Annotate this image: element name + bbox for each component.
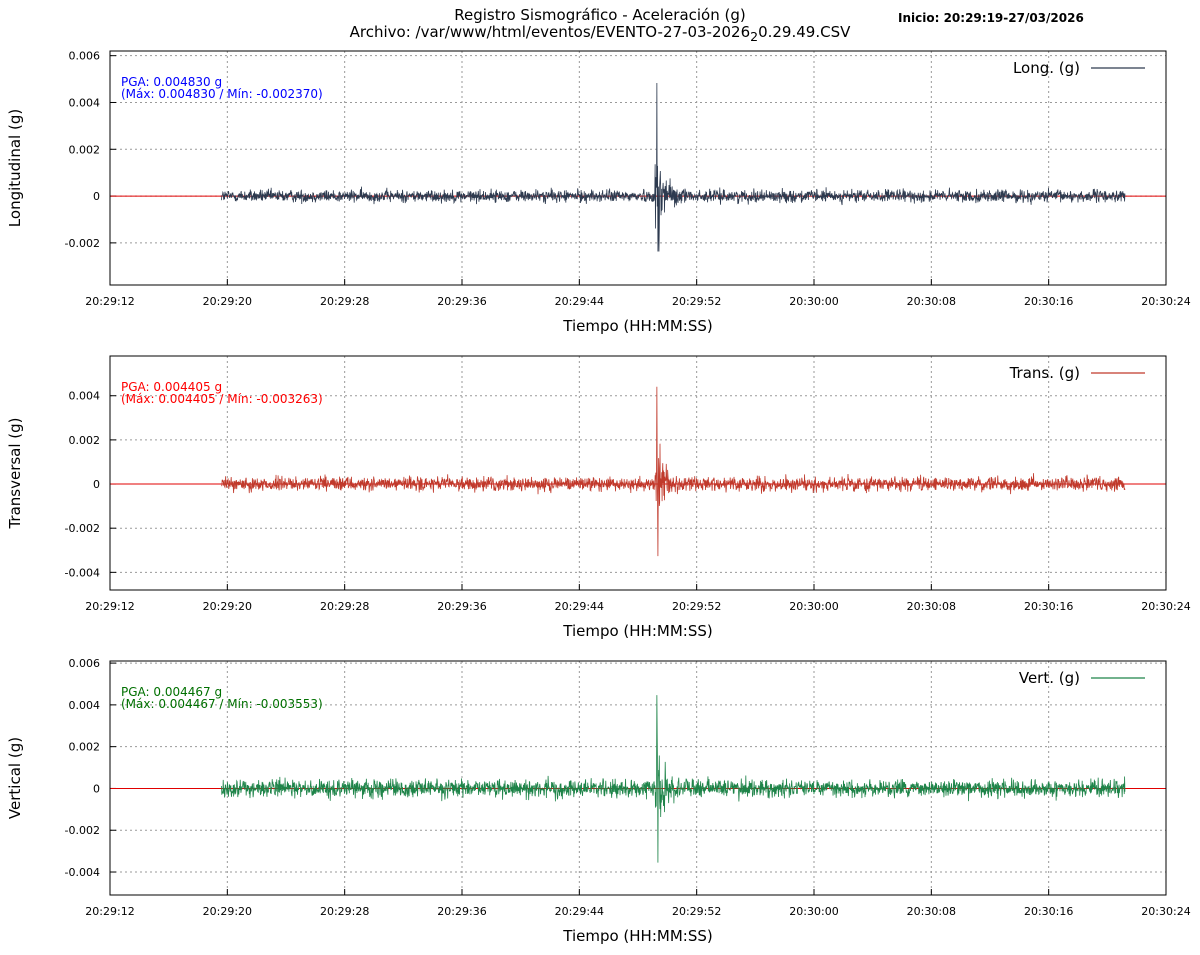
y-tick-label: -0.002 (65, 237, 100, 250)
pga-annotation: PGA: 0.004405 g (121, 380, 222, 394)
waveform-trace (221, 386, 1126, 557)
plot-frame (109, 355, 1167, 591)
waveform-trace (221, 83, 1126, 252)
x-tick-label: 20:29:44 (555, 295, 604, 308)
range-annotation: (Máx: 0.004467 / Mín: -0.003553) (121, 697, 323, 711)
x-tick-label: 20:29:20 (203, 905, 252, 918)
y-tick-label: 0.006 (69, 50, 101, 63)
legend-label: Long. (g) (1013, 59, 1080, 77)
x-tick-label: 20:29:20 (203, 295, 252, 308)
x-tick-label: 20:30:00 (789, 295, 838, 308)
y-tick-label: 0.004 (69, 96, 101, 109)
x-tick-label: 20:30:08 (907, 295, 956, 308)
file-path-title: Archivo: /var/www/html/eventos/EVENTO-27… (349, 23, 851, 44)
pga-annotation: PGA: 0.004830 g (121, 75, 222, 89)
y-axis-label: Longitudinal (g) (6, 109, 24, 227)
y-tick-label: -0.004 (65, 866, 100, 879)
pga-annotation: PGA: 0.004467 g (121, 685, 222, 699)
x-axis-label: Tiempo (HH:MM:SS) (562, 317, 712, 335)
x-tick-label: 20:29:52 (672, 295, 721, 308)
legend-label: Vert. (g) (1019, 669, 1080, 687)
y-tick-label: 0 (93, 478, 100, 491)
x-tick-label: 20:29:12 (85, 295, 134, 308)
legend-label: Trans. (g) (1009, 364, 1080, 382)
y-tick-label: 0.002 (69, 741, 101, 754)
x-tick-label: 20:29:36 (437, 295, 486, 308)
y-tick-label: 0.004 (69, 390, 101, 403)
x-tick-label: 20:29:28 (320, 905, 369, 918)
range-annotation: (Máx: 0.004405 / Mín: -0.003263) (121, 392, 323, 406)
x-tick-label: 20:29:52 (672, 600, 721, 613)
y-tick-label: 0.002 (69, 434, 101, 447)
x-tick-label: 20:30:24 (1141, 295, 1190, 308)
x-tick-label: 20:29:28 (320, 600, 369, 613)
x-tick-label: 20:30:16 (1024, 600, 1073, 613)
range-annotation: (Máx: 0.004830 / Mín: -0.002370) (121, 87, 323, 101)
x-tick-label: 20:29:12 (85, 905, 134, 918)
x-tick-label: 20:30:16 (1024, 295, 1073, 308)
y-tick-label: -0.002 (65, 824, 100, 837)
x-tick-label: 20:29:44 (555, 905, 604, 918)
waveform-trace (221, 695, 1126, 863)
vertical-chart: 0.006 0.004 0.002 0 -0.002 -0.004 20:29:12 20:2… (6, 657, 1191, 945)
x-tick-label: 20:30:16 (1024, 905, 1073, 918)
x-tick-label: 20:29:36 (437, 905, 486, 918)
y-tick-label: -0.002 (65, 522, 100, 535)
y-tick-label: 0.006 (69, 657, 101, 670)
x-tick-label: 20:30:00 (789, 905, 838, 918)
longitudinal-chart: 0.006 0.004 0.002 0 -0.002 20:29:12 20:29:20 20… (6, 50, 1191, 335)
chart-title: Registro Sismográfico - Aceleración (g) (454, 6, 746, 24)
x-tick-label: 20:30:08 (907, 905, 956, 918)
x-tick-label: 20:30:24 (1141, 600, 1190, 613)
x-tick-label: 20:30:00 (789, 600, 838, 613)
x-tick-label: 20:30:08 (907, 600, 956, 613)
x-tick-label: 20:29:28 (320, 295, 369, 308)
file-path-subscript: 2 (750, 29, 759, 44)
y-tick-label: 0 (93, 782, 100, 795)
y-axis-label: Vertical (g) (6, 737, 24, 819)
transversal-chart: 0.004 0.002 0 -0.002 -0.004 20:29:12 20:29:20 2… (6, 355, 1191, 640)
x-tick-label: 20:30:24 (1141, 905, 1190, 918)
x-tick-label: 20:29:12 (85, 600, 134, 613)
start-time-label: Inicio: 20:29:19-27/03/2026 (898, 11, 1084, 25)
x-tick-label: 20:29:52 (672, 905, 721, 918)
plot-frame (109, 50, 1167, 286)
x-tick-label: 20:29:44 (555, 600, 604, 613)
x-axis-label: Tiempo (HH:MM:SS) (562, 927, 712, 945)
x-tick-label: 20:29:20 (203, 600, 252, 613)
plot-frame (109, 660, 1167, 896)
y-axis-label: Transversal (g) (6, 417, 24, 529)
x-tick-label: 20:29:36 (437, 600, 486, 613)
x-axis-label: Tiempo (HH:MM:SS) (562, 622, 712, 640)
y-tick-label: 0.002 (69, 143, 101, 156)
y-tick-label: -0.004 (65, 566, 100, 579)
y-tick-label: 0.004 (69, 699, 101, 712)
y-tick-label: 0 (93, 190, 100, 203)
